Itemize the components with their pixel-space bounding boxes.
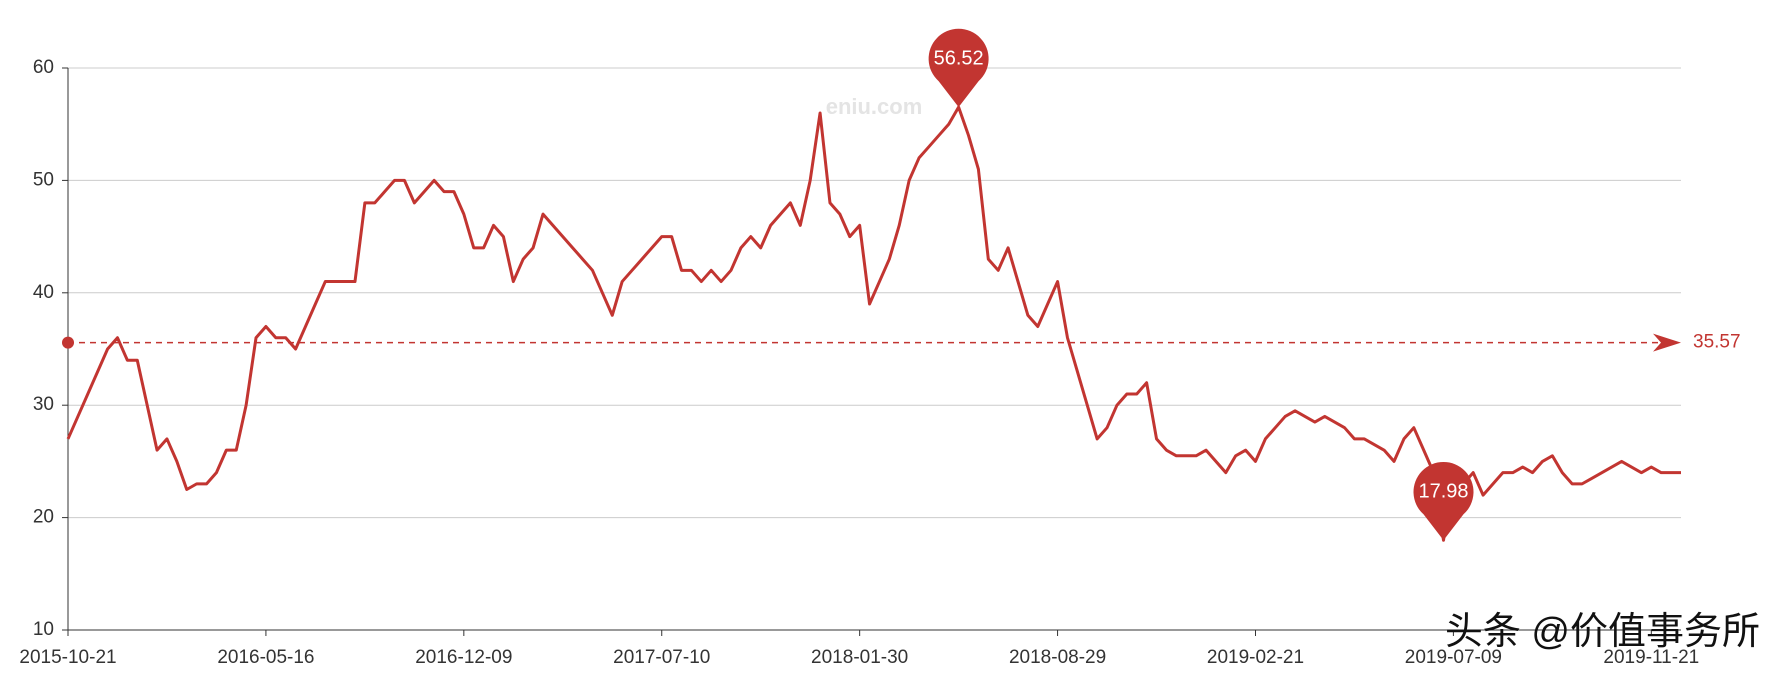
- mark-pin-label: 17.98: [1418, 481, 1468, 503]
- average-arrow: [1653, 333, 1681, 352]
- x-tick-label: 2018-01-30: [811, 647, 908, 668]
- watermark: eniu.com: [826, 94, 923, 119]
- y-tick-label: 10: [33, 619, 54, 640]
- credit: 头条 @价值事务所: [1445, 611, 1760, 653]
- x-tick-label: 2016-12-09: [415, 647, 512, 668]
- price-line: [66, 105, 1681, 542]
- x-tick-label: 2018-08-29: [1009, 647, 1106, 668]
- y-tick-label: 20: [33, 507, 54, 528]
- x-tick-label: 2019-02-21: [1207, 647, 1304, 668]
- x-tick-label: 2015-10-21: [19, 647, 116, 668]
- y-tick-label: 60: [33, 57, 54, 78]
- x-tick-label: 2016-05-16: [217, 647, 314, 668]
- x-tick-label: 2019-11-21: [1603, 647, 1699, 668]
- mark-pin: [1413, 461, 1474, 541]
- average-start: [62, 336, 74, 349]
- x-tick-label: 2019-07-09: [1405, 647, 1502, 668]
- y-tick-label: 30: [33, 394, 54, 415]
- mark-pin: [928, 28, 989, 108]
- y-tick-label: 40: [33, 282, 54, 303]
- y-tick-label: 50: [33, 169, 54, 190]
- average-label: 35.57: [1693, 332, 1741, 353]
- x-tick-label: 2017-07-10: [613, 647, 710, 668]
- mark-pin-label: 56.52: [934, 47, 984, 69]
